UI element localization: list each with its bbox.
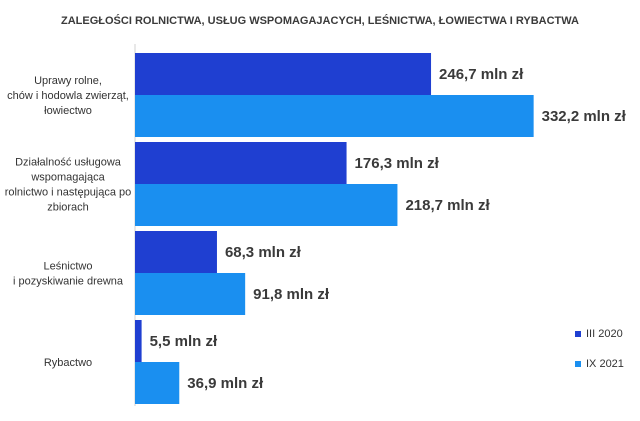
category-label-line: i pozyskiwanie drewna: [13, 276, 124, 288]
legend-label: IX 2021: [586, 358, 624, 370]
category-label-line: rolnictwo i następująca po: [5, 187, 132, 199]
bar-ix-2021-1: [135, 184, 398, 226]
category-label-line: Leśnictwo: [44, 261, 93, 273]
category-label-line: Działalność usługowa: [15, 157, 122, 169]
bar-iii-2020-3: [135, 320, 142, 362]
category-labels: Uprawy rolne, chów i hodowla zwierząt, łow…: [5, 75, 132, 369]
value-label: 5,5 mln zł: [150, 333, 218, 350]
value-label: 36,9 mln zł: [187, 375, 264, 392]
category-label: Leśnictwo i pozyskiwanie drewna: [13, 261, 124, 288]
bar-ix-2021-2: [135, 273, 246, 315]
value-label: 332,2 mln zł: [542, 108, 627, 125]
value-label: 91,8 mln zł: [253, 286, 330, 303]
value-label: 218,7 mln zł: [405, 197, 490, 214]
value-label: 176,3 mln zł: [355, 155, 440, 172]
legend: III 2020 IX 2021: [575, 328, 624, 370]
chart-title: ZALEGŁOŚCI ROLNICTWA, USŁUG WSPOMAGAJACY…: [61, 14, 579, 27]
value-label: 68,3 mln zł: [225, 244, 302, 261]
legend-label: III 2020: [586, 328, 623, 340]
category-label-line: Rybactwo: [44, 357, 92, 369]
bar-iii-2020-1: [135, 142, 347, 184]
legend-swatch: [575, 331, 581, 337]
category-label: Działalność usługowa wspomagająca rolnictw…: [5, 157, 132, 214]
category-label-line: łowiectwo: [44, 105, 92, 117]
category-label-line: chów i hodowla zwierząt,: [7, 90, 129, 102]
bar-iii-2020-2: [135, 231, 217, 273]
category-label-line: Uprawy rolne,: [34, 75, 102, 87]
category-label-line: wspomagająca: [30, 172, 105, 184]
category-label-line: zbiorach: [47, 202, 89, 214]
bar-ix-2021-0: [135, 95, 534, 137]
bar-ix-2021-3: [135, 362, 180, 404]
category-label: Uprawy rolne, chów i hodowla zwierząt, łow…: [7, 75, 129, 117]
value-label: 246,7 mln zł: [439, 66, 524, 83]
bars-group: 246,7 mln zł 332,2 mln zł 176,3 mln zł 218,…: [135, 53, 627, 404]
bar-iii-2020-0: [135, 53, 432, 95]
legend-swatch: [575, 361, 581, 367]
category-label: Rybactwo: [44, 357, 92, 369]
